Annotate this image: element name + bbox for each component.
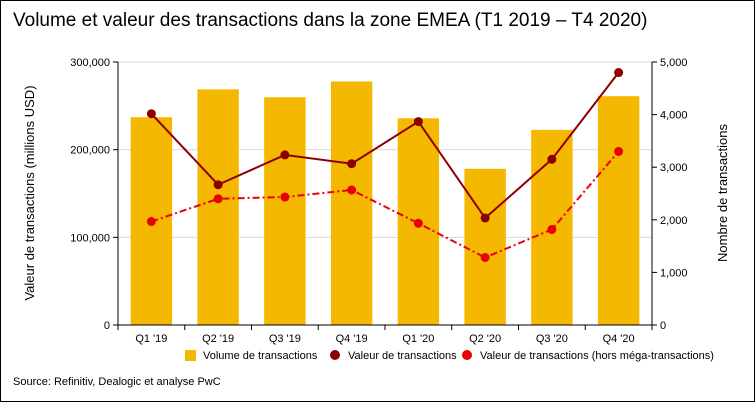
legend-swatch-1 [330, 350, 340, 360]
y2-tick-label: 3,000 [660, 162, 688, 174]
x-tick-label: Q2 '19 [202, 333, 234, 345]
legend-swatch-2 [462, 350, 472, 360]
line-series [146, 68, 624, 262]
legend-label-1: Valeur de transactions [348, 350, 457, 362]
x-tick-label: Q1 '19 [135, 333, 167, 345]
series-point-1-7 [614, 146, 624, 156]
y2-tick-label: 4,000 [660, 110, 688, 122]
y2-tick-label: 5,000 [660, 57, 688, 69]
x-tick-label: Q3 '20 [536, 333, 568, 345]
y-tick-label: 300,000 [70, 57, 110, 69]
series-point-0-4 [413, 117, 423, 127]
y-tick-label: 100,000 [70, 232, 110, 244]
series-point-1-3 [347, 185, 357, 195]
series-line-1 [151, 150, 620, 259]
tick-labels: 0 100,000 200,000 300,000 0 1,000 2,000 3,000 4,… [70, 57, 687, 345]
x-tick-label: Q3 '19 [269, 333, 301, 345]
series-point-0-1 [213, 180, 223, 190]
y-tick-label: 200,000 [70, 145, 110, 157]
y2-tick-label: 1,000 [660, 267, 688, 279]
axes [113, 61, 657, 330]
legend: Volume de transactions Valeur de transact… [185, 350, 714, 362]
bar-1 [197, 89, 239, 326]
bar-5 [464, 168, 506, 325]
chart-title: Volume et valeur des transactions dans l… [13, 10, 648, 31]
series-point-0-6 [547, 154, 557, 164]
bar-2 [264, 97, 306, 325]
series-point-0-3 [347, 159, 357, 169]
series-point-1-0 [146, 217, 156, 227]
y2-axis-label: Nombre de transactions [715, 123, 730, 262]
bar-3 [330, 81, 373, 325]
y2-tick-label: 0 [660, 320, 666, 332]
series-point-0-0 [146, 109, 156, 119]
legend-label-0: Volume de transactions [203, 350, 318, 362]
legend-label-2: Valeur de transactions (hors méga-transa… [480, 350, 714, 362]
series-point-0-5 [480, 213, 490, 223]
source-note: Source: Refinitiv, Dealogic et analyse P… [13, 376, 221, 388]
series-point-1-1 [213, 194, 223, 204]
x-tick-label: Q2 '20 [469, 333, 501, 345]
series-point-0-7 [614, 68, 624, 78]
x-tick-label: Q4 '20 [603, 333, 635, 345]
series-point-1-5 [480, 252, 490, 262]
y-tick-label: 0 [104, 320, 110, 332]
x-tick-label: Q1 '20 [402, 333, 434, 345]
series-line-0 [150, 71, 620, 220]
series-point-1-2 [280, 192, 290, 202]
y-axis-label: Valeur de transactions (millions USD) [22, 85, 37, 300]
bar-7 [597, 96, 640, 325]
bar-series [130, 81, 640, 326]
series-point-1-6 [547, 224, 557, 234]
series-point-1-4 [413, 218, 423, 228]
series-point-0-2 [280, 150, 290, 160]
y2-tick-label: 2,000 [660, 215, 688, 227]
legend-swatch-0 [185, 350, 196, 361]
x-tick-label: Q4 '19 [336, 333, 368, 345]
